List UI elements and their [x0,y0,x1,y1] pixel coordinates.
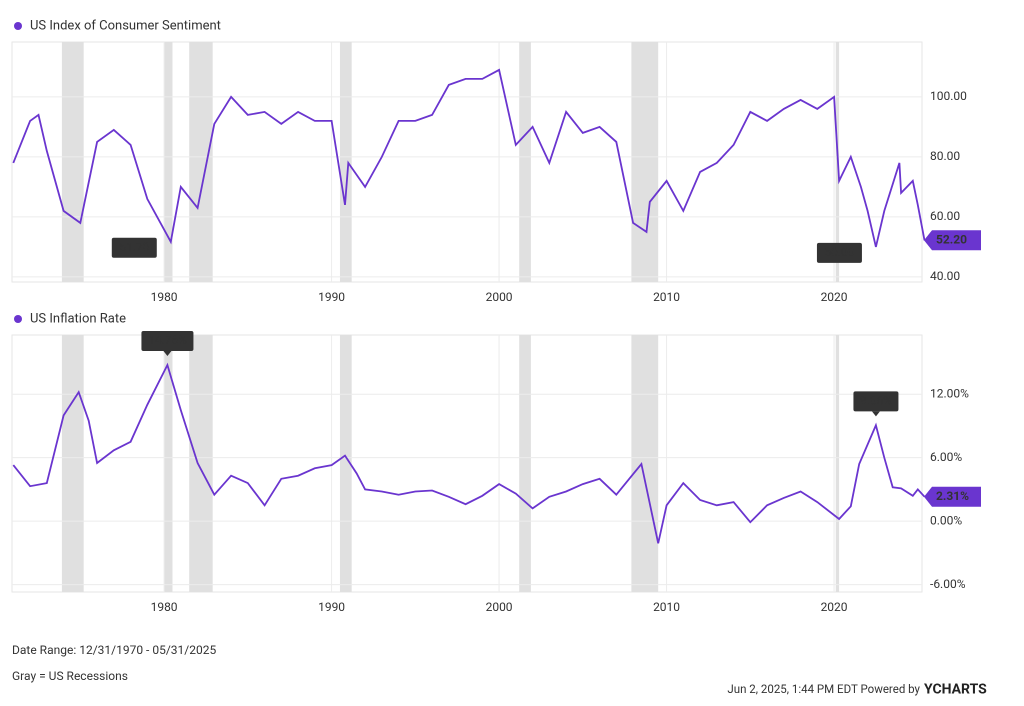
x-tick-label: 2020 [821,600,848,614]
recession-band [61,335,84,592]
y-tick-label: 100.00 [930,89,967,103]
recession-note: Gray = US Recessions [12,669,128,683]
recession-band [631,42,659,282]
x-tick-label: 1990 [318,600,345,614]
plot-area [11,334,923,593]
callout [141,331,194,352]
last-value-label: 2.31% [936,489,969,503]
x-tick-label: 2000 [486,290,513,304]
callout-label: 51.70 [119,240,149,254]
y-tick-label: 0.00% [930,513,962,527]
last-value-label: 52.20 [936,232,967,246]
recession-band [339,335,352,592]
last-value-badge [924,486,981,507]
plot-area [11,41,923,283]
x-tick-label: 1990 [318,290,345,304]
y-tick-label: 80.00 [930,149,960,163]
x-tick-label: 2010 [653,290,680,304]
series-line [12,68,926,248]
y-tick-label: 12.00% [930,386,969,400]
callout [816,242,862,263]
callout-pointer [871,411,880,417]
legend-label: US Inflation Rate [30,311,126,326]
x-tick-label: 1980 [151,600,178,614]
series-line [12,362,926,544]
recession-band [61,42,84,282]
last-value-badge [924,230,981,251]
callout-pointer [163,351,172,357]
recession-band [189,42,213,282]
callout-label: 14.76% [148,333,187,347]
callout [853,391,899,412]
y-tick-label: 40.00 [930,269,960,283]
callout-label: 9.06% [860,393,892,407]
y-tick-label: 60.00 [930,209,960,223]
x-tick-label: 2000 [486,600,513,614]
y-tick-label: 6.00% [930,450,962,464]
date-range: Date Range: 12/31/1970 - 05/31/2025 [12,643,216,657]
recession-band [631,335,659,592]
legend-label: US Index of Consumer Sentiment [30,18,221,33]
timestamp: Jun 2, 2025, 1:44 PM EDT Powered by [727,682,920,696]
recession-band [164,42,173,282]
logo: YCHARTS [924,682,987,698]
x-tick-label: 1980 [151,290,178,304]
recession-band [339,42,352,282]
y-tick-label: -6.00% [930,577,966,591]
x-tick-label: 2010 [653,600,680,614]
legend-marker [14,315,22,323]
recession-band [835,335,840,592]
recession-band [519,42,531,282]
callout-label: 50.00 [824,245,854,259]
recession-band [189,335,213,592]
x-tick-label: 2020 [821,290,848,304]
recession-band [519,335,531,592]
callout [111,237,157,258]
recession-band [164,335,173,592]
legend-marker [14,22,22,30]
